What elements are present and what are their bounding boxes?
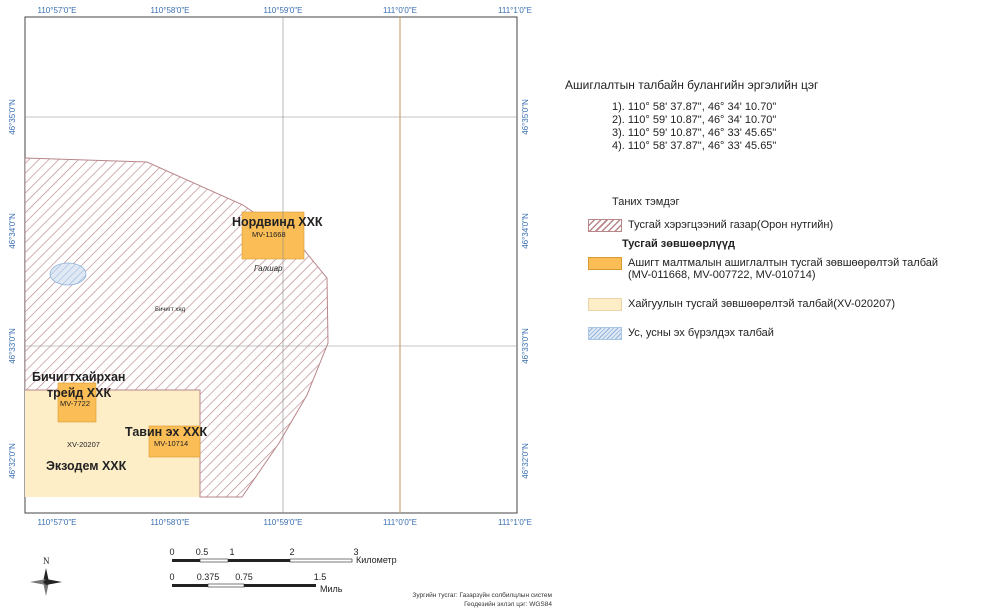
credit-datum: Геодезийн эхлэл цэг: WGS84 bbox=[464, 601, 552, 608]
lon-label-bottom: 110°59'0"E bbox=[263, 518, 302, 527]
svg-text:0: 0 bbox=[169, 547, 174, 557]
lon-label-top: 111°0'0"E bbox=[383, 6, 417, 15]
map-label-bichigt-2: трейд ХХК bbox=[47, 386, 111, 400]
svg-text:0.5: 0.5 bbox=[196, 547, 209, 557]
svg-text:0.75: 0.75 bbox=[235, 572, 253, 582]
map-label-nordwind-code: MV-11668 bbox=[252, 230, 286, 239]
lat-label-right: 46°35'0"N bbox=[521, 99, 530, 135]
legend-label: Тусгай хэрэгцээний газар(Орон нутгийн) bbox=[628, 219, 834, 231]
cream-swatch-icon bbox=[588, 298, 622, 311]
lon-label-top: 110°59'0"E bbox=[263, 6, 302, 15]
corner-points-list: 1). 110° 58' 37.87", 46° 34' 10.70" 2). … bbox=[612, 101, 776, 153]
map-label-ekzodem: Экзодем ХХК bbox=[46, 459, 127, 473]
water-area bbox=[49, 262, 87, 286]
legend-item-water: Ус, усны эх бүрэлдэх талбай bbox=[588, 327, 774, 340]
svg-text:1: 1 bbox=[229, 547, 234, 557]
lat-label-right: 46°33'0"N bbox=[521, 328, 530, 364]
legend-item-exploration: Хайгуулын тусгай зөвшөөрөлтэй талбай(XV-… bbox=[588, 298, 895, 311]
legend-label: Ус, усны эх бүрэлдэх талбай bbox=[628, 327, 774, 339]
scale-bar-km: 0 0.5 1 2 3 Километр bbox=[169, 547, 396, 565]
map-label-nordwind: Нордвинд ХХК bbox=[232, 215, 323, 229]
corner-points-title: Ашиглалтын талбайн булангийн эргэлийн цэ… bbox=[565, 78, 819, 92]
water-swatch-icon bbox=[588, 327, 622, 340]
corner-point: 4). 110° 58' 37.87", 46° 33' 45.65" bbox=[612, 140, 777, 152]
corner-point: 2). 110° 59' 10.87", 46° 34' 10.70" bbox=[612, 114, 777, 126]
map-label-tavin-code: MV-10714 bbox=[154, 439, 188, 448]
corner-point: 3). 110° 59' 10.87", 46° 33' 45.65" bbox=[612, 127, 777, 139]
map-label-bichigt-1: Бичигтхайрхан bbox=[32, 370, 125, 384]
svg-text:Километр: Километр bbox=[356, 555, 397, 565]
license-nordwind bbox=[241, 211, 305, 260]
lat-label-left: 46°33'0"N bbox=[8, 328, 17, 364]
map-label-galshar: Галшар bbox=[254, 264, 283, 273]
hatch-swatch-icon bbox=[588, 219, 622, 232]
orange-swatch-icon bbox=[588, 257, 622, 270]
lon-label-top: 110°58'0"E bbox=[150, 6, 189, 15]
credit-projection: Зургийн тусгаг: Газарзүйн солбилцлын сис… bbox=[412, 592, 552, 599]
corner-point: 1). 110° 58' 37.87", 46° 34' 10.70" bbox=[612, 101, 777, 113]
map-label-bichigt-hyad: Бичигт хяд bbox=[155, 307, 186, 313]
lat-label-right: 46°34'0"N bbox=[521, 213, 530, 249]
north-arrow-icon: N bbox=[30, 556, 62, 596]
lat-label-left: 46°34'0"N bbox=[8, 213, 17, 249]
legend-item-mining: Ашигт малтмалын ашиглалтын тусгай зөвшөө… bbox=[588, 257, 958, 281]
legend-label: Хайгуулын тусгай зөвшөөрөлтэй талбай(XV-… bbox=[628, 298, 896, 310]
map-label-tavin: Тавин эх ХХК bbox=[125, 425, 208, 439]
legend-label: Ашигт малтмалын ашиглалтын тусгай зөвшөө… bbox=[628, 257, 939, 281]
svg-text:2: 2 bbox=[289, 547, 294, 557]
legend-item-special-use: Тусгай хэрэгцээний газар(Орон нутгийн) bbox=[588, 219, 833, 232]
svg-text:0: 0 bbox=[169, 572, 174, 582]
scale-bar-mile: 0 0.375 0.75 1.5 Миль bbox=[169, 572, 342, 594]
lon-label-top: 110°57'0"E bbox=[37, 6, 76, 15]
lon-label-bottom: 110°57'0"E bbox=[37, 518, 76, 527]
legend-title: Таних тэмдэг bbox=[612, 196, 680, 208]
lon-label-bottom: 111°0'0"E bbox=[383, 518, 417, 527]
svg-text:3: 3 bbox=[353, 547, 358, 557]
legend-subheading: Тусгай зөвшөөрлүүд bbox=[622, 238, 735, 250]
map-label-xv: XV-20207 bbox=[67, 440, 100, 449]
map-label-bichigt-code: MV-7722 bbox=[60, 399, 90, 408]
svg-text:0.375: 0.375 bbox=[197, 572, 220, 582]
lat-label-left: 46°32'0"N bbox=[8, 443, 17, 479]
lon-label-top: 111°1'0"E bbox=[498, 6, 532, 15]
svg-text:1.5: 1.5 bbox=[314, 572, 327, 582]
lon-label-bottom: 110°58'0"E bbox=[150, 518, 189, 527]
lat-label-right: 46°32'0"N bbox=[521, 443, 530, 479]
svg-text:Миль: Миль bbox=[320, 584, 343, 594]
license-tavin bbox=[148, 425, 201, 458]
lat-label-left: 46°35'0"N bbox=[8, 99, 17, 135]
svg-text:N: N bbox=[43, 556, 50, 566]
license-bichigt bbox=[57, 382, 97, 423]
lon-label-bottom: 111°1'0"E bbox=[498, 518, 532, 527]
